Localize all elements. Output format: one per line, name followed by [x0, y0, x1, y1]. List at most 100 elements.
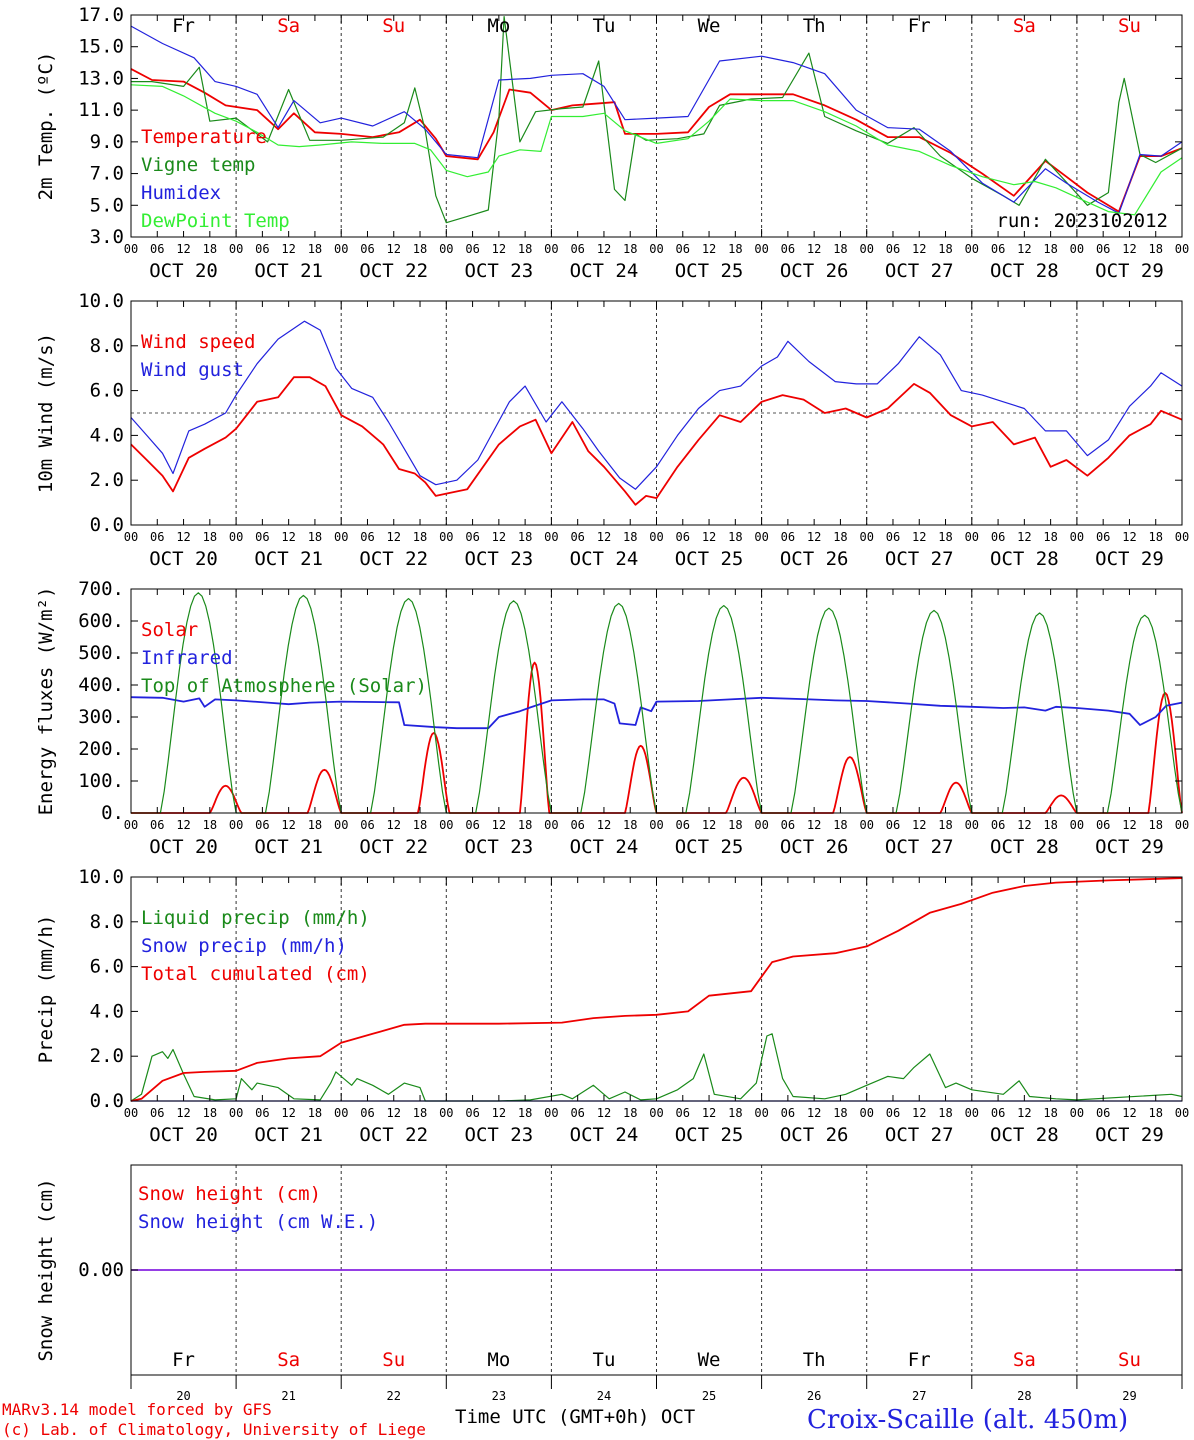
series-line-liquid-precip-mm-h-	[130, 1033, 1183, 1102]
x-tick-label: 00	[1070, 530, 1084, 544]
x-tick-label: 06	[570, 530, 584, 544]
x-tick-label: 00	[1175, 1106, 1189, 1120]
footer: MARv3.14 model forced by GFS (c) Lab. of…	[2, 1400, 1128, 1439]
x-tick-label: 06	[150, 818, 164, 832]
y-tick-label: 0.0	[90, 514, 124, 536]
x-tick-label: 18	[203, 530, 217, 544]
x-tick-label: 12	[702, 242, 716, 256]
station-name: Croix-Scaille (alt. 450m)	[807, 1405, 1128, 1435]
x-tick-label: 06	[1096, 818, 1110, 832]
date-label: OCT 26	[780, 260, 849, 282]
x-tick-label: 18	[623, 818, 637, 832]
x-tick-label: 00	[754, 242, 768, 256]
weekday-label: Mo	[487, 1349, 510, 1371]
x-tick-label: 12	[387, 818, 401, 832]
x-tick-label: 12	[807, 530, 821, 544]
weekday-label: Fr	[172, 1349, 195, 1371]
date-label: OCT 29	[1095, 260, 1164, 282]
x-tick-label: 18	[308, 530, 322, 544]
date-label: OCT 27	[885, 548, 954, 570]
x-tick-label: 18	[833, 530, 847, 544]
date-label: OCT 29	[1095, 836, 1164, 858]
y-tick-label: 2.0	[90, 1045, 124, 1067]
x-tick-label: 06	[991, 1106, 1005, 1120]
x-axis-label: Time UTC (GMT+0h) OCT	[455, 1406, 695, 1428]
x-tick-label: 18	[518, 818, 532, 832]
x-tick-label: 18	[1043, 530, 1057, 544]
series-line-total-cumulated-cm-	[130, 877, 1183, 1102]
legend-entry: Infrared	[141, 647, 233, 669]
weekday-label: Su	[1118, 1349, 1141, 1371]
date-label: OCT 22	[359, 260, 428, 282]
x-tick-label: 06	[781, 818, 795, 832]
x-tick-label: 00	[544, 242, 558, 256]
date-label: OCT 23	[465, 836, 534, 858]
x-tick-label: 00	[1070, 1106, 1084, 1120]
x-tick-label: 00	[544, 530, 558, 544]
x-tick-label: 18	[938, 530, 952, 544]
run-annotation: run: 2023102012	[996, 210, 1168, 232]
x-tick-label: 12	[1017, 242, 1031, 256]
y-tick-label: 100.	[78, 770, 124, 792]
y-tick-label: 200.	[78, 738, 124, 760]
date-label: OCT 20	[149, 260, 218, 282]
x-tick-label: 12	[492, 1106, 506, 1120]
legend-entry: Liquid precip (mm/h)	[141, 907, 370, 929]
x-tick-label: 06	[360, 818, 374, 832]
x-tick-label: 00	[649, 818, 663, 832]
y-tick-label: 7.0	[90, 163, 124, 185]
x-tick-label: 12	[1017, 530, 1031, 544]
x-tick-label: 18	[413, 242, 427, 256]
date-label: OCT 28	[990, 548, 1059, 570]
x-tick-label: 18	[728, 530, 742, 544]
weekday-label: We	[698, 15, 721, 37]
x-tick-label: 00	[649, 1106, 663, 1120]
x-tick-label: 12	[176, 818, 190, 832]
legend-entry: Vigne temp	[141, 154, 255, 176]
x-tick-label: 12	[281, 1106, 295, 1120]
series-line-humidex	[130, 25, 1183, 214]
x-tick-label: 06	[255, 818, 269, 832]
x-tick-label: 06	[360, 1106, 374, 1120]
x-tick-label: 18	[1043, 242, 1057, 256]
date-label: OCT 21	[254, 260, 323, 282]
y-tick-label: 10.0	[78, 290, 124, 312]
x-tick-label: 06	[255, 242, 269, 256]
x-tick-label: 06	[991, 530, 1005, 544]
legend-entry: Top of Atmosphere (Solar)	[141, 675, 427, 697]
y-tick-label: 17.0	[78, 4, 124, 26]
date-label: OCT 26	[780, 548, 849, 570]
x-tick-label: 00	[649, 242, 663, 256]
weekday-label: We	[698, 1349, 721, 1371]
x-tick-label: 00	[229, 818, 243, 832]
weekday-label: Tu	[593, 1349, 616, 1371]
weekday-label: Fr	[172, 15, 195, 37]
x-tick-label: 12	[597, 242, 611, 256]
x-tick-label: 18	[413, 1106, 427, 1120]
date-label: OCT 26	[780, 1124, 849, 1146]
x-tick-label: 12	[597, 530, 611, 544]
x-tick-label: 06	[570, 1106, 584, 1120]
x-tick-label: 06	[991, 242, 1005, 256]
x-tick-label: 06	[676, 818, 690, 832]
series-line-wind-gust	[130, 320, 1183, 490]
y-tick-label: 11.0	[78, 99, 124, 121]
x-tick-label: 00	[754, 1106, 768, 1120]
x-tick-label: 00	[1070, 818, 1084, 832]
day-number-label: 27	[912, 1389, 926, 1403]
x-tick-label: 06	[781, 1106, 795, 1120]
x-tick-label: 00	[965, 818, 979, 832]
x-tick-label: 00	[334, 1106, 348, 1120]
weekday-label: Th	[803, 15, 826, 37]
y-tick-label: 13.0	[78, 67, 124, 89]
series-line-dewpoint-temp	[130, 84, 1183, 216]
legend-entry: Wind gust	[141, 359, 244, 381]
x-tick-label: 12	[492, 242, 506, 256]
date-label: OCT 25	[675, 260, 744, 282]
x-tick-label: 18	[1148, 818, 1162, 832]
weekday-label: Th	[803, 1349, 826, 1371]
x-tick-label: 00	[1175, 242, 1189, 256]
weekday-label: Su	[382, 1349, 405, 1371]
date-label: OCT 22	[359, 1124, 428, 1146]
